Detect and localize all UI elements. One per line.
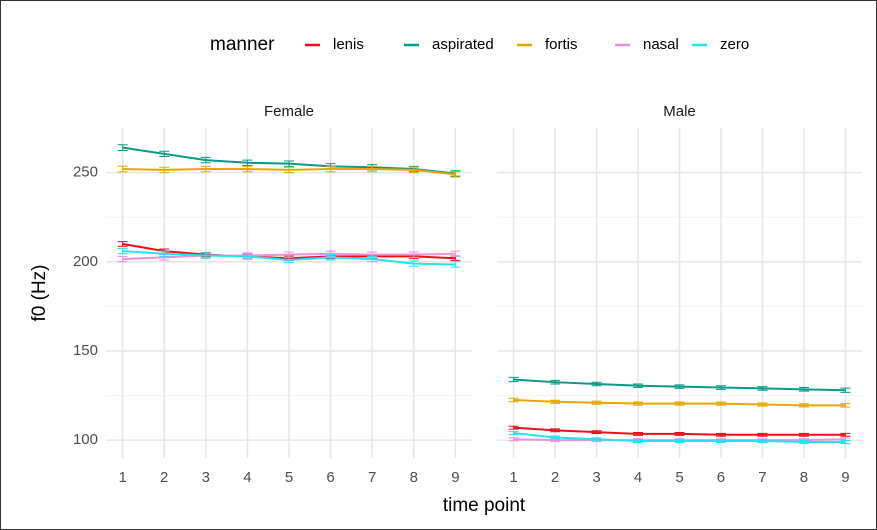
error-bar bbox=[408, 166, 419, 174]
panel-title: Female bbox=[264, 103, 314, 120]
x-tick-label: 4 bbox=[634, 469, 642, 486]
error-bar bbox=[325, 165, 336, 173]
error-bar bbox=[798, 403, 809, 408]
y-tick-label: 150 bbox=[73, 342, 98, 359]
y-axis-label: f0 (Hz) bbox=[29, 265, 50, 322]
error-bar bbox=[159, 250, 170, 257]
error-bar bbox=[508, 425, 519, 430]
error-bar bbox=[550, 399, 561, 404]
x-tick-label: 6 bbox=[717, 469, 725, 486]
error-bar bbox=[798, 387, 809, 392]
legend-title: manner bbox=[210, 34, 275, 55]
x-tick-label: 5 bbox=[675, 469, 683, 486]
error-bar bbox=[450, 250, 461, 257]
x-tick-label: 5 bbox=[285, 469, 293, 486]
legend-label: lenis bbox=[333, 36, 364, 53]
error-bar bbox=[550, 379, 561, 385]
x-tick-label: 7 bbox=[368, 469, 376, 486]
x-tick-label: 3 bbox=[592, 469, 600, 486]
error-bar bbox=[798, 432, 809, 437]
error-bar bbox=[367, 165, 378, 173]
legend-label: fortis bbox=[545, 36, 578, 53]
error-bar bbox=[508, 437, 519, 442]
error-bar bbox=[242, 159, 253, 166]
error-bar bbox=[757, 402, 768, 407]
error-bar bbox=[550, 428, 561, 433]
error-bar bbox=[591, 437, 602, 442]
x-tick-label: 2 bbox=[160, 469, 168, 486]
error-bar bbox=[117, 247, 128, 255]
error-bar bbox=[674, 384, 685, 389]
x-tick-label: 9 bbox=[451, 469, 459, 486]
error-bar bbox=[674, 431, 685, 436]
x-tick-label: 7 bbox=[758, 469, 766, 486]
error-bar bbox=[508, 397, 519, 403]
y-tick-label: 250 bbox=[73, 164, 98, 181]
error-bar bbox=[450, 261, 461, 268]
legend-label: nasal bbox=[643, 36, 679, 53]
error-bar bbox=[550, 435, 561, 440]
error-bar bbox=[284, 166, 294, 174]
error-bar bbox=[200, 252, 211, 259]
error-bar bbox=[840, 387, 851, 393]
error-bar bbox=[633, 401, 644, 406]
error-bar bbox=[117, 144, 128, 151]
error-bar bbox=[508, 430, 519, 436]
y-tick-label: 200 bbox=[73, 253, 98, 270]
error-bar bbox=[408, 251, 419, 258]
error-bar bbox=[159, 166, 170, 174]
error-bar bbox=[674, 439, 685, 443]
error-bar bbox=[508, 376, 519, 383]
x-tick-label: 8 bbox=[800, 469, 808, 486]
error-bar bbox=[840, 432, 851, 437]
x-tick-label: 2 bbox=[551, 469, 559, 486]
x-tick-label: 8 bbox=[410, 469, 418, 486]
error-bar bbox=[715, 432, 726, 437]
error-bar bbox=[840, 439, 851, 445]
error-bar bbox=[284, 256, 294, 264]
error-bar bbox=[325, 254, 336, 261]
error-bar bbox=[633, 431, 644, 436]
panel-title: Male bbox=[663, 103, 696, 120]
legend-label: zero bbox=[720, 36, 749, 53]
y-tick-label: 100 bbox=[73, 431, 98, 448]
error-bar bbox=[408, 260, 419, 267]
error-bar bbox=[159, 150, 170, 158]
error-bar bbox=[117, 255, 128, 263]
error-bar bbox=[242, 253, 253, 260]
error-bar bbox=[715, 439, 726, 443]
error-bar bbox=[200, 156, 211, 164]
error-bar bbox=[117, 165, 128, 173]
x-tick-label: 6 bbox=[326, 469, 334, 486]
x-tick-label: 1 bbox=[118, 469, 126, 486]
error-bar bbox=[591, 430, 602, 435]
error-bar bbox=[117, 241, 128, 247]
error-bar bbox=[715, 401, 726, 406]
error-bar bbox=[591, 400, 602, 405]
error-bar bbox=[674, 401, 685, 406]
error-bar bbox=[757, 386, 768, 391]
x-tick-label: 1 bbox=[509, 469, 517, 486]
error-bar bbox=[591, 381, 602, 387]
error-bar bbox=[284, 160, 294, 167]
error-bar bbox=[840, 403, 851, 408]
x-tick-label: 9 bbox=[841, 469, 849, 486]
legend-label: aspirated bbox=[432, 36, 494, 53]
error-bar bbox=[450, 171, 461, 178]
error-bar bbox=[242, 165, 253, 173]
error-bar bbox=[715, 385, 726, 390]
x-axis-label: time point bbox=[443, 495, 526, 516]
x-tick-label: 3 bbox=[202, 469, 210, 486]
error-bar bbox=[367, 255, 378, 263]
error-bar bbox=[200, 165, 211, 173]
error-bar bbox=[757, 432, 768, 437]
error-bar bbox=[757, 439, 768, 443]
error-bar bbox=[633, 383, 644, 389]
error-bar bbox=[798, 440, 809, 444]
x-tick-label: 4 bbox=[243, 469, 251, 486]
error-bar bbox=[633, 439, 644, 443]
